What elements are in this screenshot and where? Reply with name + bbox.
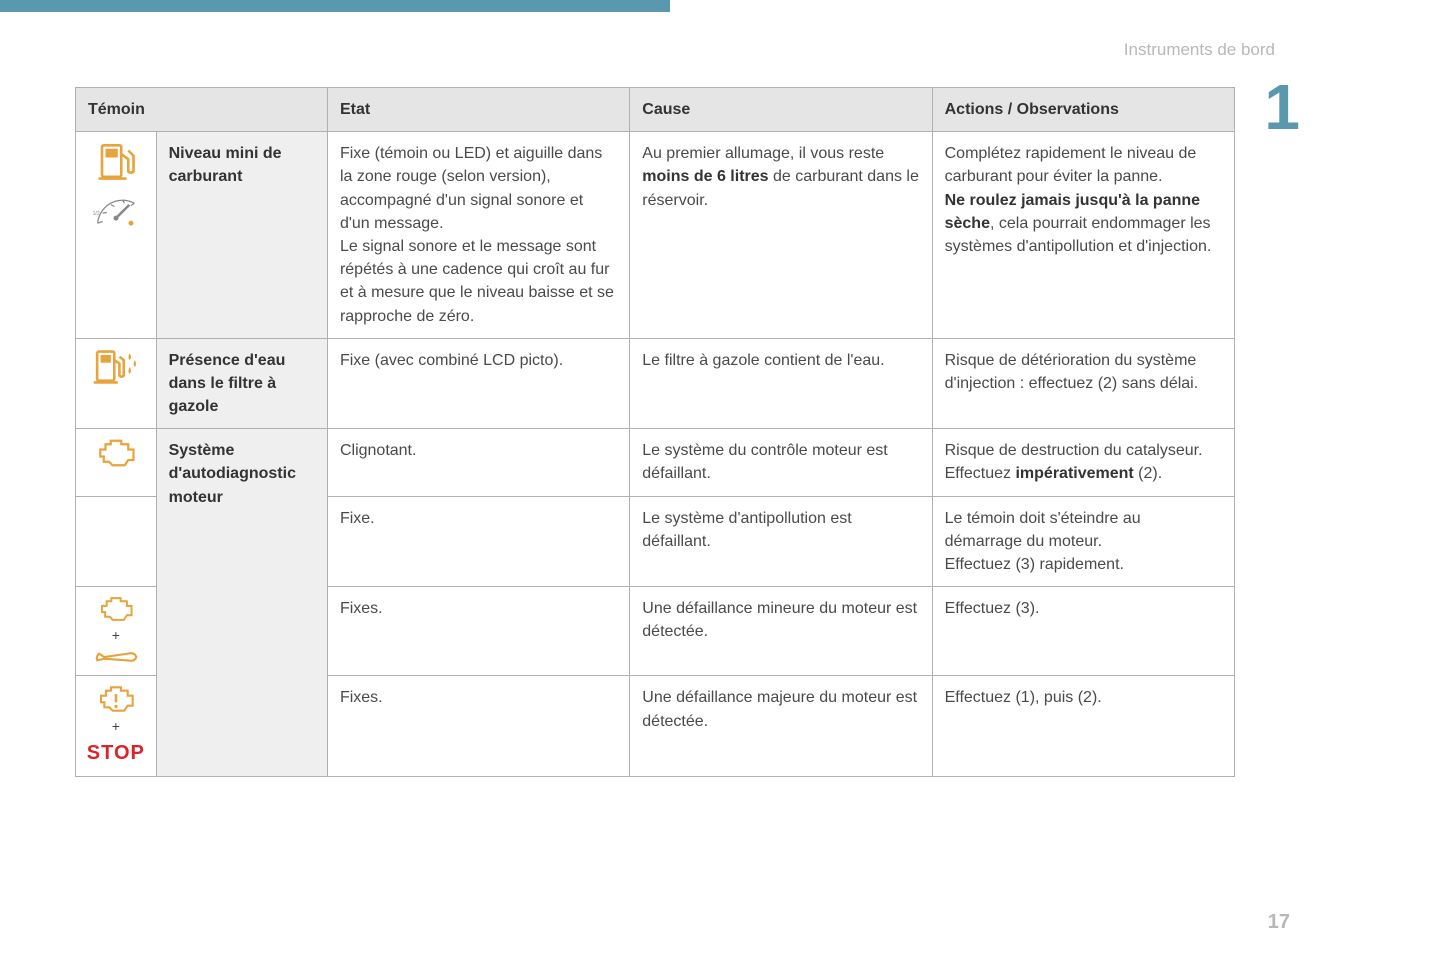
- header-cause: Cause: [630, 88, 932, 132]
- warning-lights-table: Témoin Etat Cause Actions / Observations: [75, 87, 1235, 777]
- text-bold: impérativement: [1015, 465, 1133, 482]
- empty-icon-cell: [76, 496, 157, 587]
- header-temoin: Témoin: [76, 88, 328, 132]
- fuel-label: Niveau mini de carburant: [156, 132, 327, 339]
- water-etat: Fixe (avec combiné LCD picto).: [327, 338, 629, 429]
- diag-r4-etat: Fixes.: [327, 676, 629, 776]
- diag-r1-cause: Le système du contrôle moteur est défail…: [630, 429, 932, 496]
- wrench-icon: [94, 647, 138, 667]
- diag-r2-actions: Le témoin doit s'éteindre au démarrage d…: [932, 496, 1234, 587]
- fuel-pump-icon: [95, 140, 137, 182]
- engine-icon-cell: [76, 429, 157, 496]
- diag-r4-cause: Une défaillance majeure du moteur est dé…: [630, 676, 932, 776]
- water-actions: Risque de détérioration du système d'inj…: [932, 338, 1234, 429]
- header-actions: Actions / Observations: [932, 88, 1234, 132]
- water-label: Présence d'eau dans le filtre à gazole: [156, 338, 327, 429]
- diag-r3-cause: Une défaillance mineure du moteur est dé…: [630, 587, 932, 676]
- engine-warning-icon: [96, 684, 136, 714]
- table-header-row: Témoin Etat Cause Actions / Observations: [76, 88, 1235, 132]
- warning-lights-table-container: Témoin Etat Cause Actions / Observations: [75, 87, 1235, 777]
- diag-r3-actions: Effectuez (3).: [932, 587, 1234, 676]
- engine-stop-icon-cell: + STOP: [76, 676, 157, 776]
- engine-icon: [96, 595, 136, 623]
- fuel-cause: Au premier allumage, il vous reste moins…: [630, 132, 932, 339]
- diag-r2-cause: Le système d'antipollution est défaillan…: [630, 496, 932, 587]
- text: (2).: [1134, 465, 1162, 482]
- diag-r1-actions: Risque de destruction du catalyseur. Eff…: [932, 429, 1234, 496]
- chapter-number: 1: [1264, 70, 1300, 144]
- fuel-gauge-icon: 1/2: [91, 188, 141, 230]
- text: Au premier allumage, il vous reste: [642, 145, 884, 162]
- table-row: Présence d'eau dans le filtre à gazole F…: [76, 338, 1235, 429]
- diag-label: Système d'autodiagnostic moteur: [156, 429, 327, 777]
- section-title: Instruments de bord: [1124, 40, 1275, 60]
- engine-icon: [95, 437, 137, 469]
- header-etat: Etat: [327, 88, 629, 132]
- page-number: 17: [1268, 911, 1290, 934]
- svg-text:1/2: 1/2: [92, 211, 99, 217]
- water-filter-icon-cell: [76, 338, 157, 429]
- fuel-pump-water-icon: [92, 347, 140, 387]
- top-accent-bar: [0, 0, 670, 12]
- diag-r4-actions: Effectuez (1), puis (2).: [932, 676, 1234, 776]
- diag-r3-etat: Fixes.: [327, 587, 629, 676]
- table-row: Système d'autodiagnostic moteur Clignota…: [76, 429, 1235, 496]
- water-cause: Le filtre à gazole contient de l'eau.: [630, 338, 932, 429]
- fuel-actions: Complétez rapidement le niveau de carbur…: [932, 132, 1234, 339]
- fuel-icon-cell: 1/2: [76, 132, 157, 339]
- text: Complétez rapidement le niveau de carbur…: [945, 145, 1197, 185]
- diag-r1-etat: Clignotant.: [327, 429, 629, 496]
- stop-icon: STOP: [80, 739, 152, 768]
- text-bold: moins de 6 litres: [642, 168, 768, 185]
- table-row: 1/2 Niveau mini de carburant Fixe (témoi…: [76, 132, 1235, 339]
- engine-wrench-icon-cell: +: [76, 587, 157, 676]
- plus-sign: +: [80, 716, 152, 736]
- fuel-etat: Fixe (témoin ou LED) et aiguille dans la…: [327, 132, 629, 339]
- diag-r2-etat: Fixe.: [327, 496, 629, 587]
- plus-sign: +: [80, 625, 152, 645]
